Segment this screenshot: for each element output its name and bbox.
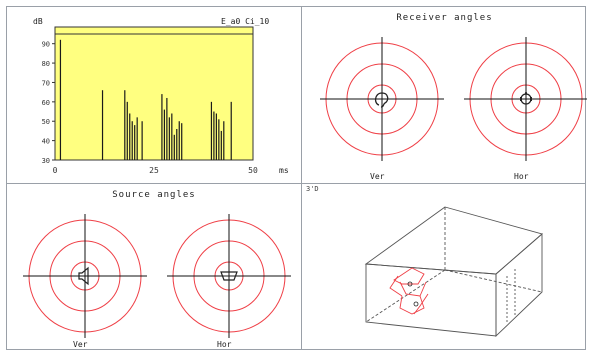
echogram-ytick-label: 40	[42, 138, 50, 146]
source-receiver-markers	[407, 281, 419, 307]
ray-paths	[389, 267, 429, 315]
receiver-angles-panel: Receiver angles	[302, 7, 587, 183]
receiver-hor-label: Hor	[514, 172, 529, 181]
echogram-ytick-label: 50	[42, 118, 50, 126]
echogram-xtick-label: 25	[149, 166, 159, 175]
echogram-ytick-label: 80	[42, 60, 50, 68]
3d-view-corner-label: 3'D	[306, 185, 319, 193]
receiver-ver-label: Ver	[370, 172, 385, 181]
echogram-top-strip	[54, 26, 254, 35]
echogram-ytick-label: 70	[42, 79, 50, 87]
3d-view-panel[interactable]: 3'D	[302, 184, 587, 351]
vertical-divider	[301, 7, 302, 349]
room-wireframe	[364, 206, 543, 338]
speaker-top-icon	[220, 271, 238, 281]
source-hor-label: Hor	[217, 340, 232, 349]
room-box	[364, 206, 543, 338]
source-angle-dials	[23, 214, 291, 338]
receiver-vertical-dial[interactable]	[320, 37, 444, 161]
source-angles-panel: Source angles	[7, 184, 301, 351]
echogram-ytick-label: 30	[42, 157, 50, 165]
echogram-ytick-label: 60	[42, 99, 50, 107]
source-horizontal-dial[interactable]	[167, 214, 291, 338]
receiver-angle-dials	[320, 37, 587, 161]
echogram-plot-area	[54, 26, 254, 161]
speaker-icon	[78, 266, 89, 286]
echogram-xtick-label: 0	[53, 166, 58, 175]
source-vertical-dial[interactable]	[23, 214, 147, 338]
source-ver-label: Ver	[73, 340, 88, 349]
receiver-angles-title: Receiver angles	[396, 13, 493, 23]
echogram-ytick-label: 90	[42, 41, 50, 49]
echogram-unit-bottom: ms	[279, 166, 289, 175]
horizontal-divider	[7, 183, 585, 184]
echogram-xtick-label: 50	[248, 166, 258, 175]
echogram-unit-top: dB	[33, 17, 43, 26]
acoustic-analysis-window: dB E_a0 Ci_10 ms 90 80 70 60 50 40 30 0 25 50 Re…	[6, 6, 587, 351]
source-angles-title: Source angles	[112, 190, 196, 200]
head-icon	[520, 92, 532, 105]
echogram-title: E_a0 Ci_10	[221, 17, 269, 26]
ear-icon	[374, 92, 389, 108]
echogram-panel: dB E_a0 Ci_10 ms 90 80 70 60 50 40 30 0 25 50	[7, 7, 301, 183]
receiver-horizontal-dial[interactable]	[464, 37, 587, 161]
echogram-chart: dB E_a0 Ci_10 ms 90 80 70 60 50 40 30 0 25 50	[33, 17, 289, 175]
